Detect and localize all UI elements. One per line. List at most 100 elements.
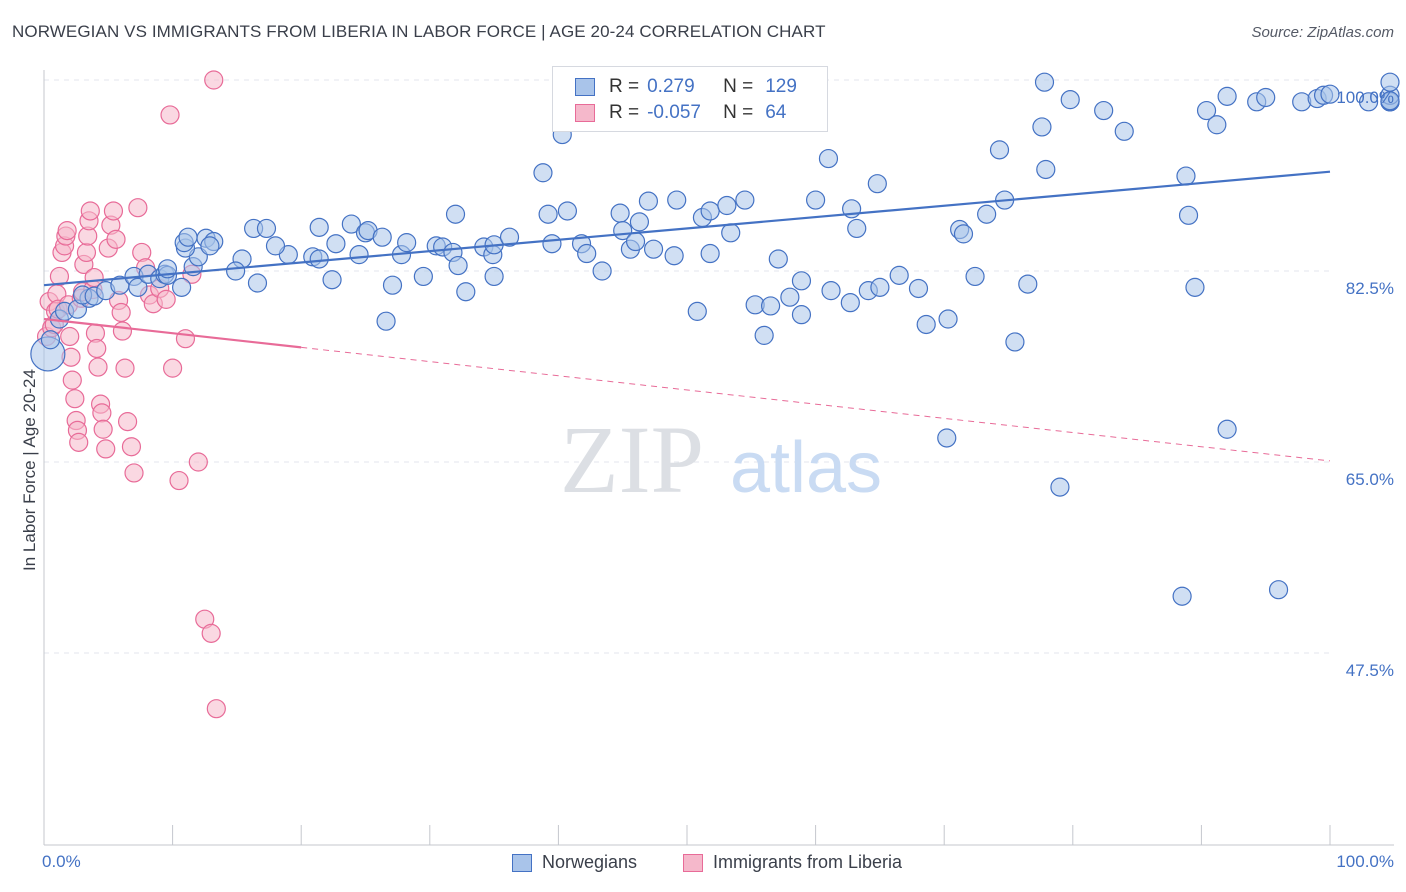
norwegians-point-109 [1005,332,1025,352]
norwegians-point-79 [700,243,720,264]
norwegians-point-66 [592,261,612,281]
liberia-point-62 [160,105,180,125]
norwegians-point-42 [372,227,392,247]
liberia-point-46 [124,463,144,483]
watermark: ZIP atlas [560,406,882,513]
norwegians-point-65 [577,243,597,264]
norwegians-point-113 [1034,72,1055,92]
y-tick-label-2: 82.5% [1345,279,1394,298]
liberia-legend-swatch [683,853,703,872]
norwegians-point-46 [397,233,417,253]
liberia-point-54 [163,358,183,378]
legend-item-liberia[interactable]: Immigrants from Liberia [683,852,902,873]
x-tick-100: 100.0% [1336,852,1394,871]
liberia-point-11 [57,221,77,241]
norwegians-point-47 [413,266,433,287]
norwegians-trend-line [43,170,1331,287]
liberia-point-33 [92,403,112,423]
watermark-atlas: atlas [730,428,882,508]
norwegians-point-70 [625,231,646,252]
liberia-n-value: 64 [765,102,787,123]
r-label: R = [609,102,640,123]
norwegians-point-110 [1018,274,1038,294]
liberia-point-35 [96,439,116,459]
norwegians-point-27 [226,261,246,281]
norwegians-point-106 [977,204,997,224]
liberia-point-63 [204,70,224,90]
r-label: R = [609,76,640,97]
norwegians-point-81 [721,223,741,243]
norwegians-point-84 [754,325,774,345]
liberia-point-34 [93,419,113,439]
norwegians-point-118 [1178,205,1199,225]
norwegians-r-value: 0.279 [647,76,695,97]
liberia-trend-extension [301,346,1331,462]
liberia-point-45 [121,437,142,457]
legend-row-norwegians: R = 0.279 N = 129 [575,75,797,99]
stats-legend: R = 0.279 N = 129 R = -0.057 N = 64 [552,66,828,132]
norwegians-point-100 [908,278,929,299]
norwegians-point-95 [847,218,867,239]
norwegians-point-43 [376,311,396,331]
norwegians-point-116 [1114,121,1134,141]
norwegians-point-58 [499,227,520,247]
watermark-zip: ZIP [560,406,704,513]
norwegians-point-11 [128,277,148,297]
liberia-point-56 [175,329,196,349]
norwegians-point-73 [643,239,664,259]
norwegians-point-101 [916,314,936,335]
liberia-point-31 [88,357,108,377]
norwegians-point-114 [1060,90,1080,110]
norwegians-point-87 [780,287,800,307]
norwegians-point-37 [322,270,342,290]
trend-lines [43,170,1331,462]
liberia-point-43 [115,358,135,378]
norwegians-point-97 [867,174,887,194]
norwegians-point-115 [1094,100,1114,121]
series-liberia-points [36,70,226,719]
norwegians-point-135 [1380,72,1400,92]
norwegians-swatch [575,78,595,96]
liberia-point-60 [201,623,221,643]
norwegians-point-85 [760,296,781,316]
norwegians-point-38 [341,214,361,234]
norwegians-point-29 [256,218,277,239]
liberia-point-41 [111,302,131,323]
norwegians-point-1 [40,330,61,350]
norwegians-point-51 [445,204,466,224]
axes [43,70,1394,846]
legend-row-liberia: R = -0.057 N = 64 [575,101,786,125]
norwegians-point-80 [717,195,737,216]
norwegians-point-60 [538,204,558,224]
norwegians-point-111 [1036,159,1056,180]
liberia-point-47 [128,198,148,218]
liberia-point-55 [169,470,189,491]
liberia-swatch [575,104,595,122]
norwegians-point-59 [533,163,553,183]
norwegians-point-93 [840,293,860,313]
norwegians-point-39 [349,245,369,265]
norwegians-point-120 [1196,100,1217,121]
liberia-point-13 [60,326,80,347]
norwegians-point-98 [870,277,890,297]
norwegians-point-105 [965,266,985,287]
norwegians-point-99 [889,265,909,285]
liberia-point-42 [112,321,133,341]
norwegians-point-44 [382,275,403,295]
norwegians-point-76 [687,301,707,321]
legend-item-norwegians[interactable]: Norwegians [512,852,637,873]
liberia-legend-label: Immigrants from Liberia [713,852,903,872]
liberia-point-23 [76,242,97,263]
norwegians-point-71 [629,212,650,232]
norwegians-n-value: 129 [765,76,797,97]
liberia-point-15 [62,370,82,390]
norwegians-point-22 [178,227,198,247]
norwegians-point-75 [667,190,687,210]
liberia-point-58 [188,452,208,472]
norwegians-point-34 [309,217,329,237]
n-label: N = [723,76,754,97]
y-tick-label-3: 100.0% [1336,88,1394,107]
norwegians-point-86 [768,249,788,269]
norwegians-point-90 [805,190,826,210]
